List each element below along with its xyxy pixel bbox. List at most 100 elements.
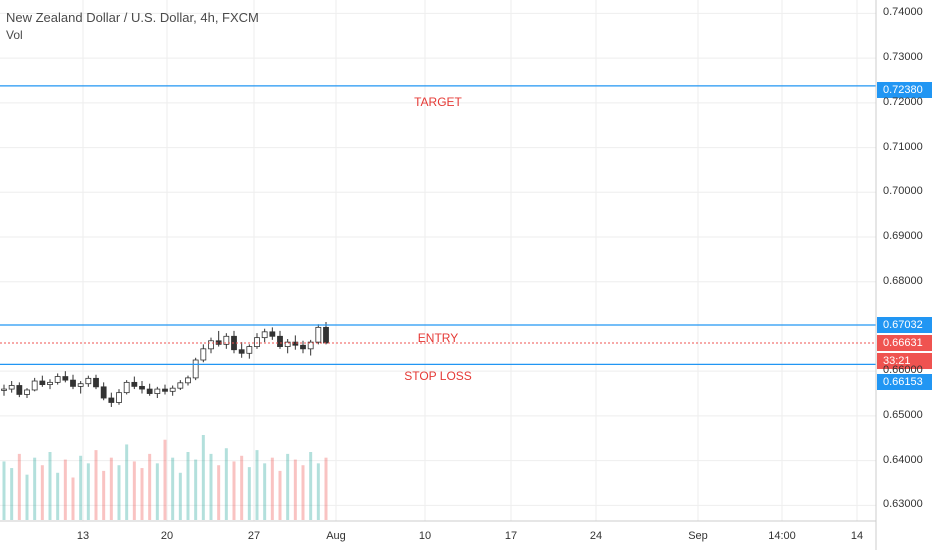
- volume-bar: [263, 463, 267, 520]
- volume-bar: [25, 474, 29, 520]
- candle: [54, 373, 61, 385]
- x-tick-label: Sep: [688, 530, 708, 542]
- volume-bar: [240, 455, 244, 520]
- volume-bar: [86, 463, 90, 520]
- candle: [93, 374, 99, 390]
- volume-bar: [324, 457, 328, 520]
- volume-bar: [186, 452, 190, 520]
- y-tick-label: 0.65000: [883, 408, 923, 421]
- target-label: TARGET: [414, 95, 462, 109]
- x-tick-label: 27: [247, 530, 261, 542]
- candle: [1, 384, 7, 396]
- candle: [108, 392, 115, 407]
- candle: [292, 335, 299, 350]
- candle: [223, 333, 230, 349]
- candle: [123, 380, 130, 395]
- candle: [192, 357, 199, 381]
- volume-bar: [171, 457, 175, 520]
- stop-loss-price-tag: 0.66153: [877, 374, 932, 390]
- candles: [1, 321, 329, 407]
- entry-label: ENTRY: [417, 331, 459, 345]
- candle: [307, 339, 314, 356]
- candle: [139, 381, 145, 394]
- stop-loss-label: STOP LOSS: [404, 369, 472, 383]
- volume-bar: [140, 468, 144, 520]
- y-tick-label: 0.64000: [883, 453, 923, 466]
- volume-bar: [2, 461, 6, 520]
- volume-bar: [224, 448, 228, 520]
- candle: [284, 338, 291, 354]
- y-tick-label: 0.69000: [883, 230, 923, 243]
- volume-bar: [194, 459, 198, 520]
- volume-bar: [56, 472, 60, 520]
- volume-bar: [316, 463, 320, 520]
- candle: [185, 375, 191, 386]
- volume-bar: [17, 453, 21, 520]
- x-tick-label: 10: [418, 530, 432, 542]
- volume-bar: [209, 453, 213, 520]
- candle: [300, 340, 306, 354]
- volume-bar: [178, 472, 182, 520]
- y-tick-label: 0.74000: [883, 6, 923, 19]
- volume-bar: [33, 457, 37, 520]
- volume-bar: [63, 459, 67, 520]
- volume-bar: [309, 452, 313, 520]
- candle: [200, 344, 207, 363]
- volume-bar: [247, 467, 251, 520]
- volume-bar: [278, 470, 282, 520]
- candle: [116, 389, 122, 405]
- candle: [231, 330, 237, 354]
- candle: [16, 382, 23, 398]
- candle: [246, 344, 253, 359]
- candle: [131, 376, 138, 390]
- volume-bar: [102, 470, 106, 520]
- candle: [162, 384, 168, 395]
- candle: [254, 333, 260, 349]
- volume-bar: [125, 444, 129, 520]
- y-tick-label: 0.72000: [883, 95, 923, 108]
- bar-countdown-tag: 33:21: [877, 353, 932, 369]
- candle: [154, 386, 161, 399]
- x-tick-label: 24: [589, 530, 603, 542]
- candle: [238, 342, 245, 358]
- candle: [269, 327, 276, 340]
- candle: [169, 385, 176, 396]
- candle: [77, 381, 84, 394]
- candle: [208, 337, 214, 354]
- volume-bar: [94, 450, 98, 520]
- candle: [62, 371, 69, 383]
- candle: [215, 330, 222, 347]
- candle: [100, 382, 107, 401]
- volume-bar: [270, 457, 274, 520]
- target-price-tag: 0.72380: [877, 82, 932, 98]
- volume-bar: [255, 450, 259, 520]
- entry-price-tag: 0.67032: [877, 317, 932, 333]
- candle: [85, 375, 92, 387]
- y-tick-label: 0.71000: [883, 140, 923, 153]
- x-tick-label: 17: [504, 530, 518, 542]
- current-price-tag: 0.66631: [877, 335, 932, 351]
- volume-bar: [201, 435, 205, 520]
- y-tick-label: 0.68000: [883, 274, 923, 287]
- volume-bar: [301, 465, 305, 520]
- volume-bar: [293, 459, 297, 520]
- volume-indicator-label[interactable]: Vol: [6, 28, 23, 42]
- x-tick-label: Aug: [326, 530, 346, 542]
- candle: [39, 375, 46, 387]
- volume-bar: [286, 453, 290, 520]
- volume-bar: [10, 468, 14, 520]
- candle: [177, 380, 184, 390]
- candle: [323, 321, 329, 345]
- volume-bars: [2, 435, 328, 520]
- volume-bar: [155, 463, 159, 520]
- y-tick-label: 0.63000: [883, 498, 923, 511]
- volume-bar: [40, 465, 44, 520]
- volume-bar: [132, 461, 136, 520]
- y-tick-label: 0.66000: [883, 364, 923, 377]
- volume-bar: [163, 439, 167, 520]
- candle: [146, 383, 153, 396]
- volume-bar: [217, 465, 221, 520]
- grid: [0, 0, 876, 521]
- x-tick-label: 13: [76, 530, 90, 542]
